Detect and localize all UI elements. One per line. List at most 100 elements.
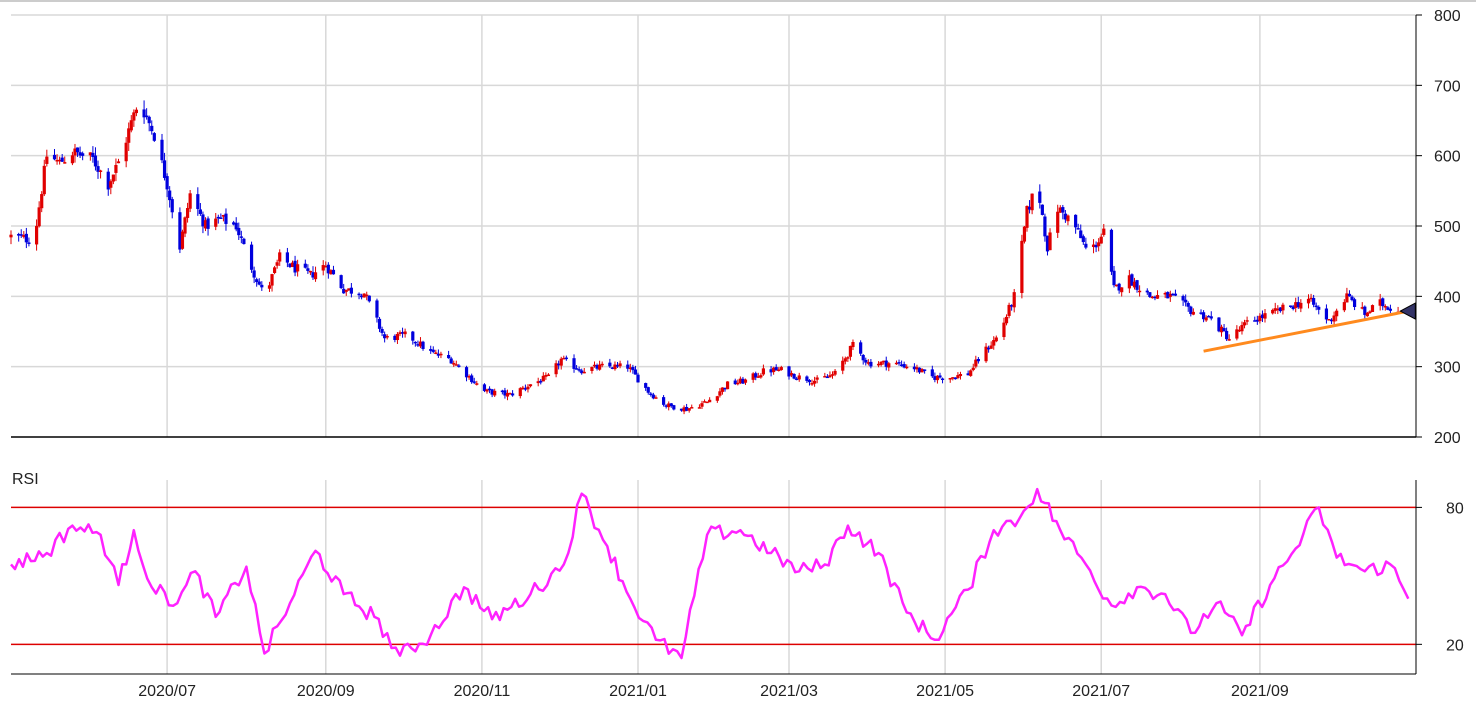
candle-body <box>1191 311 1195 315</box>
candle-body <box>628 367 632 370</box>
candle-body <box>705 401 709 404</box>
candle-body <box>293 260 297 273</box>
candle-body <box>841 360 845 371</box>
rsi-y-ticks: 80 20 <box>1416 500 1464 654</box>
candle-body <box>1058 207 1062 213</box>
candle-body <box>1273 308 1277 311</box>
candle-body <box>431 349 435 352</box>
candle-body <box>562 357 566 360</box>
candle-body <box>75 147 80 153</box>
candle-body <box>106 171 110 190</box>
candle-body <box>129 120 133 131</box>
candle-body <box>805 376 809 381</box>
candle-body <box>664 405 668 407</box>
candle-body <box>1350 296 1354 301</box>
candle-body <box>541 375 545 382</box>
candle-body <box>848 345 853 357</box>
candle-body <box>741 378 745 384</box>
candle-body <box>1365 312 1369 317</box>
candle-body <box>219 217 223 219</box>
candle-body <box>464 367 469 378</box>
candle-body <box>96 166 100 172</box>
candle-body <box>1345 293 1349 303</box>
candle-body <box>1347 293 1352 297</box>
candle-body <box>165 176 169 190</box>
candle-body <box>385 335 389 338</box>
candle-body <box>1045 235 1050 252</box>
candle-body <box>636 374 640 383</box>
candle-body <box>789 373 794 376</box>
candle-body <box>1317 306 1321 310</box>
candle-body <box>644 383 648 388</box>
candle-body <box>311 272 315 278</box>
candle-body <box>1007 304 1011 316</box>
candle-body <box>733 380 737 385</box>
candle-body <box>687 408 691 411</box>
candle-body <box>73 148 77 156</box>
candle-body <box>168 190 172 201</box>
candle-body <box>879 361 883 365</box>
candle-body <box>777 369 781 372</box>
candle-body <box>580 370 584 374</box>
candle-body <box>779 367 783 371</box>
candle-body <box>1109 229 1114 272</box>
candle-body <box>1255 319 1259 322</box>
candle-body <box>613 364 617 370</box>
candle-body <box>715 396 719 401</box>
candle-body <box>1114 284 1119 287</box>
candle-body <box>1227 339 1231 341</box>
candle-body <box>185 208 190 218</box>
candle-body <box>938 375 942 378</box>
candle-body <box>380 328 384 333</box>
x-tick-label: 2021/09 <box>1231 683 1289 700</box>
candle-body <box>948 378 952 380</box>
candle-body <box>1102 228 1106 235</box>
candle-body <box>1010 305 1014 307</box>
candle-body <box>1332 315 1336 322</box>
candle-body <box>436 353 440 356</box>
candle-body <box>313 272 318 280</box>
candle-body <box>214 218 218 227</box>
price-gridlines <box>11 14 1416 437</box>
candle-body <box>203 220 208 229</box>
candle-body <box>608 362 612 367</box>
candle-body <box>1370 305 1375 313</box>
candle-body <box>1381 298 1385 307</box>
rsi-series-line <box>10 487 1410 660</box>
candle-body <box>252 270 256 278</box>
candle-body <box>1138 290 1142 293</box>
candle-body <box>810 383 814 385</box>
candle-body <box>326 264 330 274</box>
candle-body <box>447 354 451 359</box>
candle-body <box>1150 296 1155 299</box>
candle-body <box>472 381 476 383</box>
candle-body <box>377 318 382 329</box>
candle-body <box>452 363 456 365</box>
candle-body <box>828 375 832 378</box>
candle-body <box>290 262 295 268</box>
candle-body <box>232 222 236 225</box>
candle-body <box>198 209 202 214</box>
rsi-y-tick-label: 20 <box>1446 637 1464 654</box>
candle-body <box>1294 302 1298 308</box>
candle-body <box>490 389 494 395</box>
candle-body <box>234 222 238 230</box>
candle-body <box>833 370 837 375</box>
candle-body <box>958 374 963 377</box>
candle-body <box>1145 290 1149 293</box>
candle-body <box>270 274 274 286</box>
candle-body <box>1099 236 1103 244</box>
candle-body <box>1324 308 1329 320</box>
candle-body <box>308 270 313 273</box>
candle-body <box>413 341 417 344</box>
candle-body <box>178 212 182 250</box>
candle-body <box>577 369 581 371</box>
candle-body <box>1148 292 1152 297</box>
candle-body <box>1184 299 1188 303</box>
candle-body <box>590 367 594 371</box>
candle-body <box>257 281 261 285</box>
candle-body <box>861 354 865 361</box>
candle-body <box>439 353 443 356</box>
candle-body <box>869 361 873 367</box>
candle-body <box>743 379 748 383</box>
